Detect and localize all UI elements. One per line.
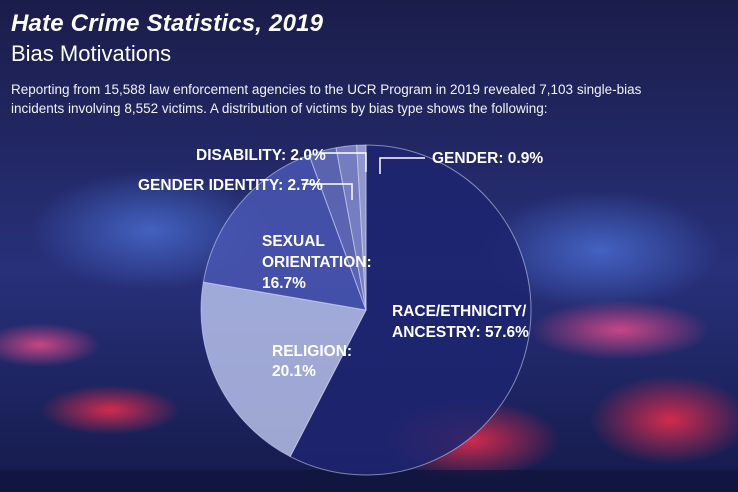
page-title: Hate Crime Statistics, 2019 [11,10,324,37]
data-label: SEXUAL ORIENTATION: 16.7% [262,233,372,292]
data-label: RACE/ETHNICITY/ANCESTRY: 57.6% [392,303,529,341]
leader-line [320,152,367,172]
leader-line [379,157,425,174]
pie-slice-race-ethnicity-ancestry [289,144,532,476]
description-line-1: Reporting from 15,588 law enforcement ag… [11,82,642,97]
data-label: GENDER: 0.9% [432,150,543,167]
description: Reporting from 15,588 law enforcement ag… [11,80,731,118]
pie-slice-gender [356,144,367,311]
data-label: DISABILITY: 2.0% [196,147,326,164]
data-label: GENDER IDENTITY: 2.7% [138,177,323,194]
page-subtitle: Bias Motivations [11,41,172,66]
data-label: RELIGION: 20.1% [272,343,352,380]
leader-line [302,183,353,200]
pie-slice-religion [200,281,367,458]
pie-slice-sexual-orientation [202,154,367,311]
description-line-2: incidents involving 8,552 victims. A dis… [11,101,548,116]
